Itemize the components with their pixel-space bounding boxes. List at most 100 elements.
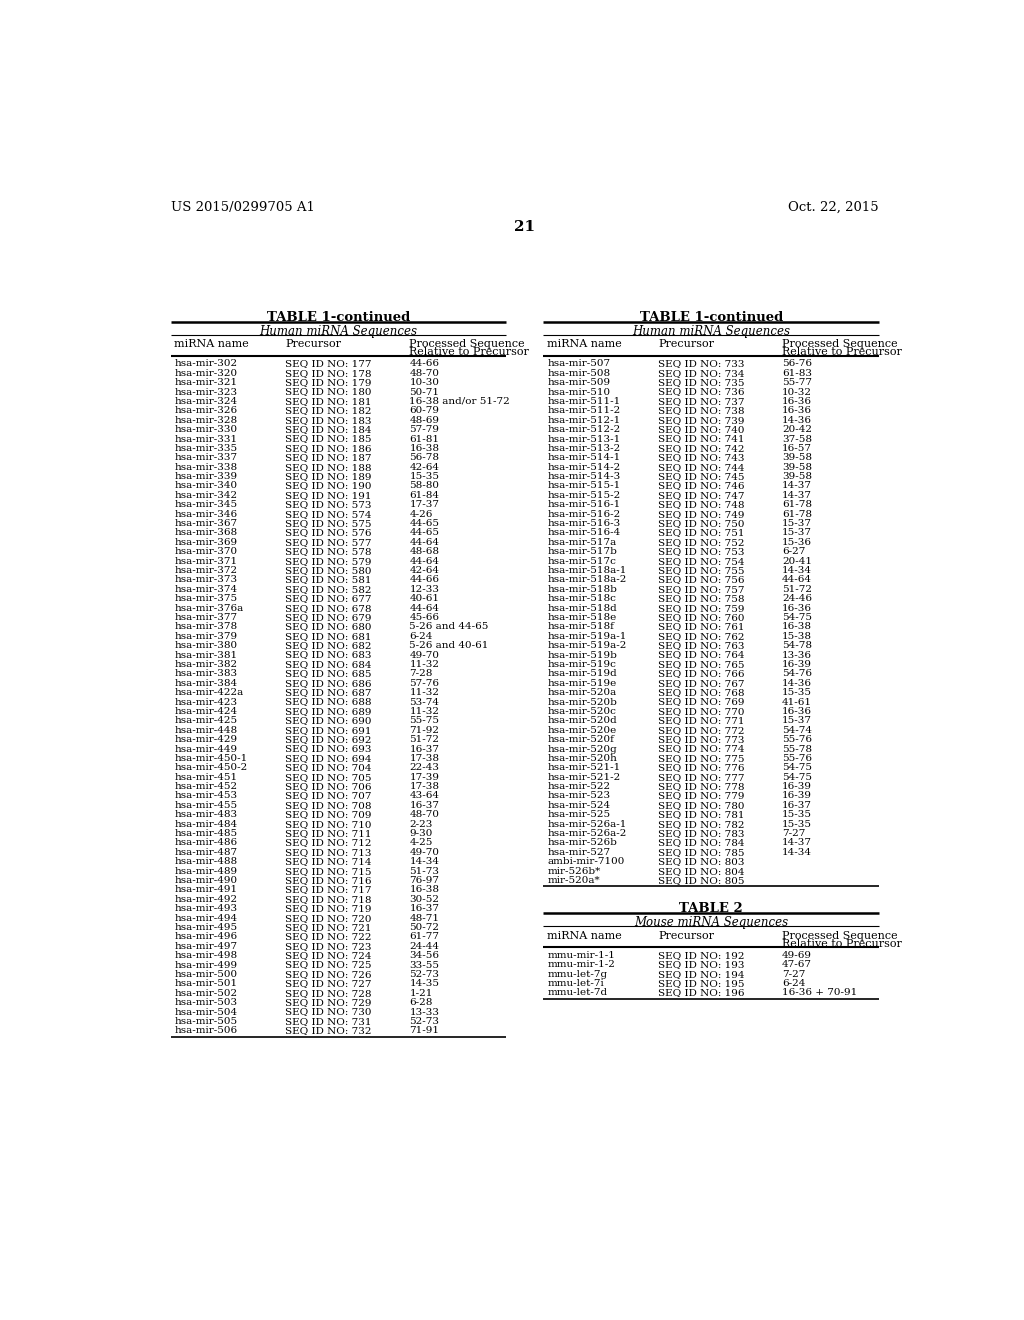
Text: hsa-mir-323: hsa-mir-323 xyxy=(174,388,238,396)
Text: SEQ ID NO: 714: SEQ ID NO: 714 xyxy=(286,857,372,866)
Text: hsa-mir-448: hsa-mir-448 xyxy=(174,726,238,735)
Text: 6-28: 6-28 xyxy=(410,998,433,1007)
Text: hsa-mir-506: hsa-mir-506 xyxy=(174,1027,238,1035)
Text: hsa-mir-519c: hsa-mir-519c xyxy=(547,660,616,669)
Text: SEQ ID NO: 580: SEQ ID NO: 580 xyxy=(286,566,372,576)
Text: SEQ ID NO: 194: SEQ ID NO: 194 xyxy=(658,970,744,978)
Text: hsa-mir-516-4: hsa-mir-516-4 xyxy=(547,528,621,537)
Text: hsa-mir-379: hsa-mir-379 xyxy=(174,632,238,640)
Text: 37-58: 37-58 xyxy=(782,434,812,444)
Text: hsa-mir-449: hsa-mir-449 xyxy=(174,744,238,754)
Text: 15-37: 15-37 xyxy=(782,519,812,528)
Text: 44-64: 44-64 xyxy=(782,576,812,585)
Text: SEQ ID NO: 187: SEQ ID NO: 187 xyxy=(286,453,372,462)
Text: 55-75: 55-75 xyxy=(410,717,439,726)
Text: SEQ ID NO: 196: SEQ ID NO: 196 xyxy=(658,989,744,998)
Text: 7-27: 7-27 xyxy=(782,970,806,978)
Text: 60-79: 60-79 xyxy=(410,407,439,416)
Text: 14-34: 14-34 xyxy=(410,857,439,866)
Text: SEQ ID NO: 180: SEQ ID NO: 180 xyxy=(286,388,372,396)
Text: 14-37: 14-37 xyxy=(782,482,812,491)
Text: hsa-mir-514-3: hsa-mir-514-3 xyxy=(547,473,621,480)
Text: hsa-mir-429: hsa-mir-429 xyxy=(174,735,238,744)
Text: TABLE 2: TABLE 2 xyxy=(679,903,743,915)
Text: SEQ ID NO: 749: SEQ ID NO: 749 xyxy=(658,510,744,519)
Text: hsa-mir-517b: hsa-mir-517b xyxy=(547,548,617,556)
Text: hsa-mir-328: hsa-mir-328 xyxy=(174,416,238,425)
Text: SEQ ID NO: 762: SEQ ID NO: 762 xyxy=(658,632,744,640)
Text: 13-33: 13-33 xyxy=(410,1007,439,1016)
Text: SEQ ID NO: 710: SEQ ID NO: 710 xyxy=(286,820,372,829)
Text: 16-37: 16-37 xyxy=(782,801,812,810)
Text: hsa-mir-507: hsa-mir-507 xyxy=(547,359,610,368)
Text: SEQ ID NO: 736: SEQ ID NO: 736 xyxy=(658,388,744,396)
Text: 6-24: 6-24 xyxy=(782,979,806,989)
Text: SEQ ID NO: 759: SEQ ID NO: 759 xyxy=(658,603,744,612)
Text: SEQ ID NO: 189: SEQ ID NO: 189 xyxy=(286,473,372,480)
Text: hsa-mir-422a: hsa-mir-422a xyxy=(174,688,244,697)
Text: SEQ ID NO: 784: SEQ ID NO: 784 xyxy=(658,838,744,847)
Text: SEQ ID NO: 780: SEQ ID NO: 780 xyxy=(658,801,744,810)
Text: 61-77: 61-77 xyxy=(410,932,439,941)
Text: hsa-mir-302: hsa-mir-302 xyxy=(174,359,238,368)
Text: SEQ ID NO: 708: SEQ ID NO: 708 xyxy=(286,801,372,810)
Text: 44-64: 44-64 xyxy=(410,537,439,546)
Text: SEQ ID NO: 191: SEQ ID NO: 191 xyxy=(286,491,372,500)
Text: SEQ ID NO: 768: SEQ ID NO: 768 xyxy=(658,688,744,697)
Text: 7-28: 7-28 xyxy=(410,669,433,678)
Text: hsa-mir-382: hsa-mir-382 xyxy=(174,660,238,669)
Text: 71-92: 71-92 xyxy=(410,726,439,735)
Text: hsa-mir-483: hsa-mir-483 xyxy=(174,810,238,820)
Text: 44-65: 44-65 xyxy=(410,519,439,528)
Text: SEQ ID NO: 681: SEQ ID NO: 681 xyxy=(286,632,372,640)
Text: 61-81: 61-81 xyxy=(410,434,439,444)
Text: 50-72: 50-72 xyxy=(410,923,439,932)
Text: hsa-mir-331: hsa-mir-331 xyxy=(174,434,238,444)
Text: 4-26: 4-26 xyxy=(410,510,433,519)
Text: hsa-mir-520d: hsa-mir-520d xyxy=(547,717,617,726)
Text: SEQ ID NO: 776: SEQ ID NO: 776 xyxy=(658,763,744,772)
Text: hsa-mir-518b: hsa-mir-518b xyxy=(547,585,617,594)
Text: hsa-mir-520e: hsa-mir-520e xyxy=(547,726,616,735)
Text: hsa-mir-330: hsa-mir-330 xyxy=(174,425,238,434)
Text: mmu-let-7i: mmu-let-7i xyxy=(547,979,604,989)
Text: hsa-mir-380: hsa-mir-380 xyxy=(174,642,238,651)
Text: hsa-mir-519d: hsa-mir-519d xyxy=(547,669,617,678)
Text: 55-77: 55-77 xyxy=(782,378,812,387)
Text: hsa-mir-514-1: hsa-mir-514-1 xyxy=(547,453,621,462)
Text: 44-66: 44-66 xyxy=(410,576,439,585)
Text: 17-38: 17-38 xyxy=(410,781,439,791)
Text: SEQ ID NO: 178: SEQ ID NO: 178 xyxy=(286,368,372,378)
Text: Precursor: Precursor xyxy=(658,931,714,941)
Text: 14-37: 14-37 xyxy=(782,491,812,500)
Text: 55-78: 55-78 xyxy=(782,744,812,754)
Text: hsa-mir-519b: hsa-mir-519b xyxy=(547,651,617,660)
Text: TABLE 1-continued: TABLE 1-continued xyxy=(640,312,782,323)
Text: hsa-mir-373: hsa-mir-373 xyxy=(174,576,238,585)
Text: hsa-mir-485: hsa-mir-485 xyxy=(174,829,238,838)
Text: hsa-mir-340: hsa-mir-340 xyxy=(174,482,238,491)
Text: hsa-mir-320: hsa-mir-320 xyxy=(174,368,238,378)
Text: 54-74: 54-74 xyxy=(782,726,812,735)
Text: SEQ ID NO: 577: SEQ ID NO: 577 xyxy=(286,537,372,546)
Text: 40-61: 40-61 xyxy=(410,594,439,603)
Text: hsa-mir-518e: hsa-mir-518e xyxy=(547,612,616,622)
Text: SEQ ID NO: 179: SEQ ID NO: 179 xyxy=(286,378,372,387)
Text: SEQ ID NO: 582: SEQ ID NO: 582 xyxy=(286,585,372,594)
Text: 14-34: 14-34 xyxy=(782,566,812,576)
Text: 48-68: 48-68 xyxy=(410,548,439,556)
Text: 15-36: 15-36 xyxy=(782,537,812,546)
Text: 5-26 and 40-61: 5-26 and 40-61 xyxy=(410,642,488,651)
Text: hsa-mir-377: hsa-mir-377 xyxy=(174,612,238,622)
Text: hsa-mir-453: hsa-mir-453 xyxy=(174,792,238,800)
Text: 14-34: 14-34 xyxy=(782,847,812,857)
Text: 39-58: 39-58 xyxy=(782,453,812,462)
Text: 1-21: 1-21 xyxy=(410,989,433,998)
Text: SEQ ID NO: 739: SEQ ID NO: 739 xyxy=(658,416,744,425)
Text: 48-70: 48-70 xyxy=(410,810,439,820)
Text: hsa-mir-519a-2: hsa-mir-519a-2 xyxy=(547,642,627,651)
Text: SEQ ID NO: 190: SEQ ID NO: 190 xyxy=(286,482,372,491)
Text: hsa-mir-501: hsa-mir-501 xyxy=(174,979,238,989)
Text: hsa-mir-512-2: hsa-mir-512-2 xyxy=(547,425,621,434)
Text: mmu-mir-1-1: mmu-mir-1-1 xyxy=(547,950,615,960)
